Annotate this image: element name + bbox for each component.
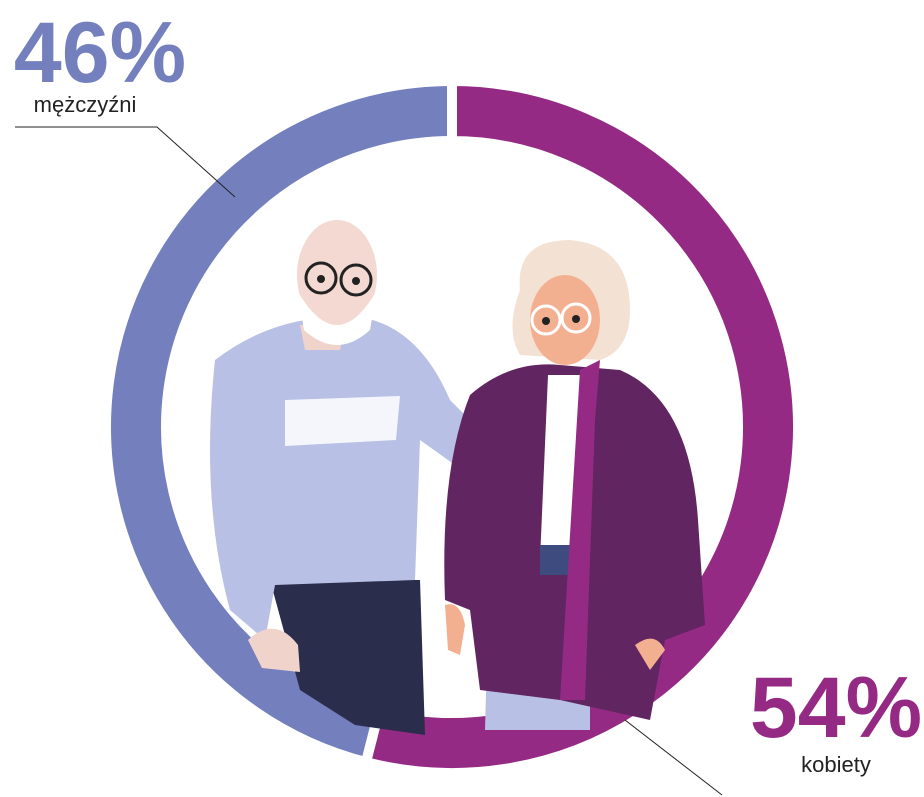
category-label: mężczyźni [34,92,137,117]
leader-lines [15,126,723,796]
illustration [210,220,705,735]
leader-line [15,126,236,198]
category-label: kobiety [801,752,871,777]
leader-line [624,719,723,796]
donut-segment [101,75,457,769]
value-label: 54% [750,660,922,756]
value-label: 46% [14,5,186,101]
